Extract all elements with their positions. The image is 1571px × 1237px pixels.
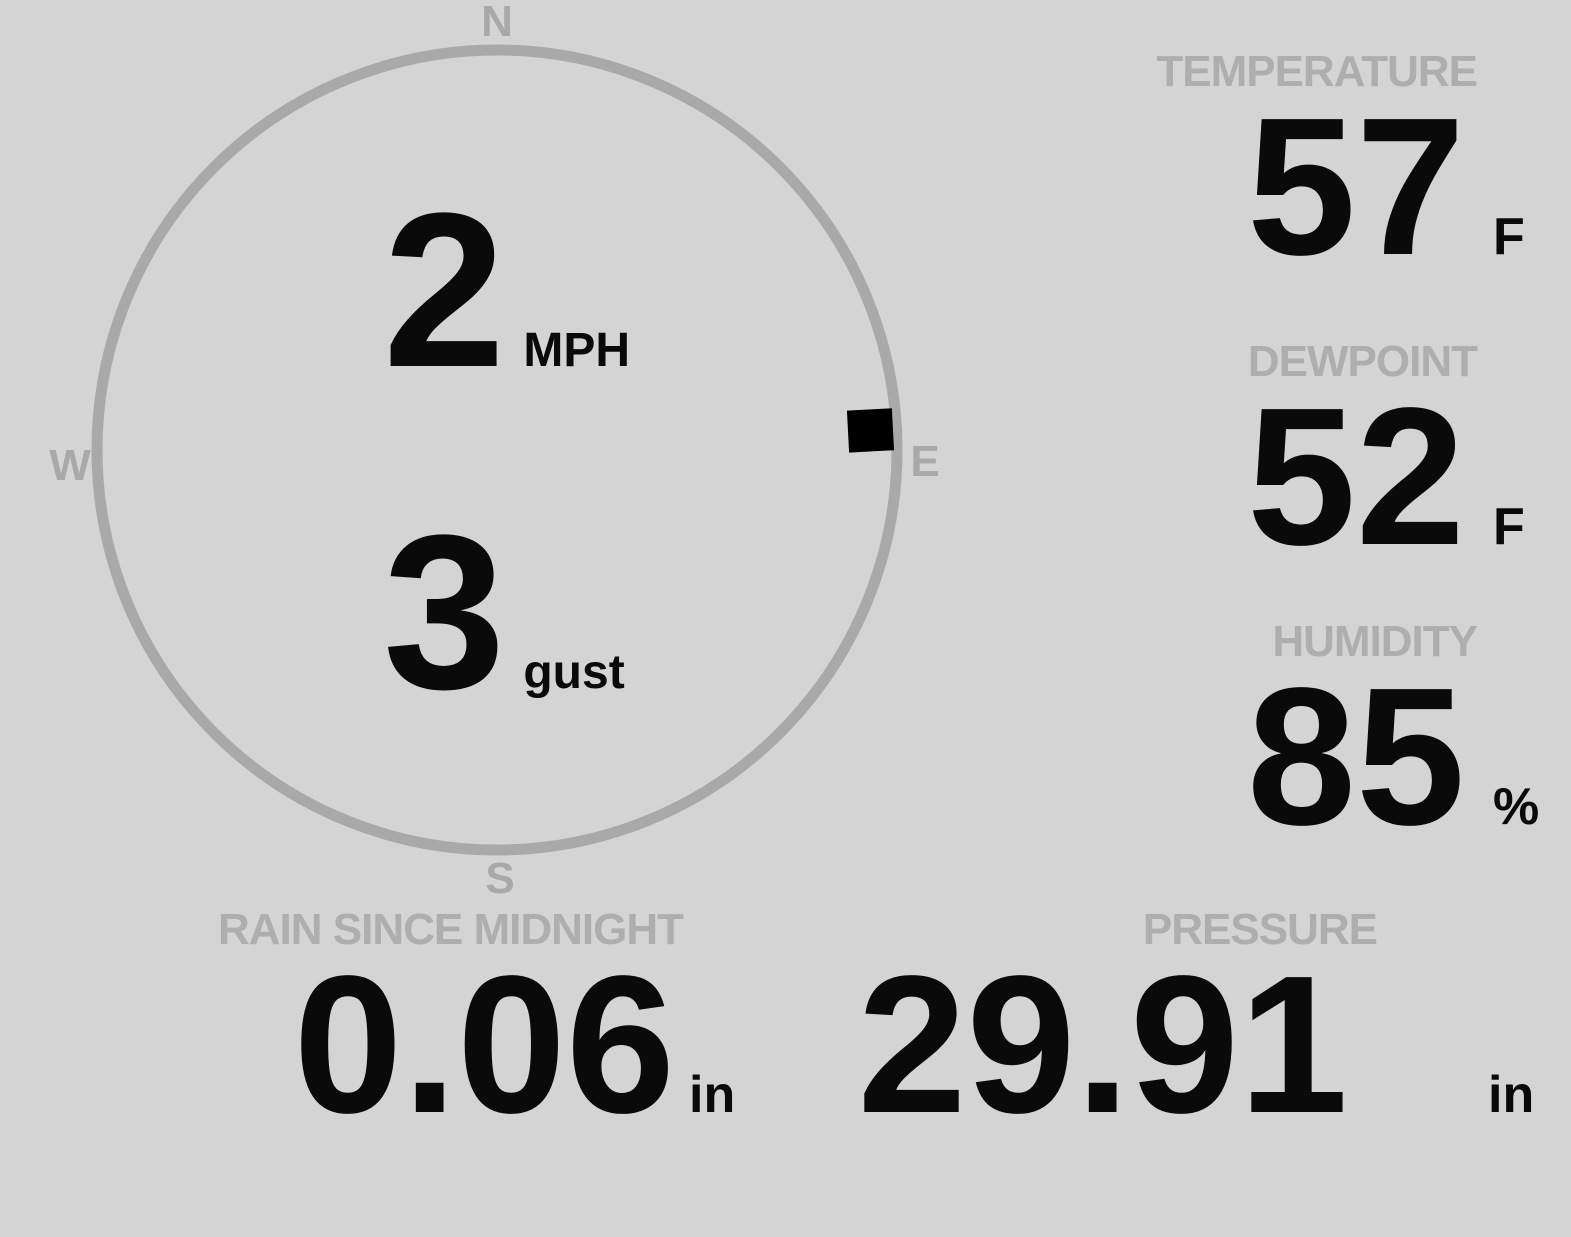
wind-gust-readout: 3 gust (383, 502, 625, 722)
wind-speed-value: 2 (383, 167, 506, 413)
rain-since-midnight-unit: in (689, 1066, 736, 1124)
wind-gust-unit: gust (523, 646, 625, 699)
compass-ring-graphic (91, 44, 903, 856)
dewpoint-label: DEWPOINT (1247, 337, 1478, 386)
temperature-label: TEMPERATURE (1156, 47, 1478, 96)
pressure-label: PRESSURE (1142, 905, 1378, 954)
dewpoint-value: 52 (1246, 367, 1465, 586)
humidity-value: 85 (1246, 647, 1465, 866)
dewpoint-readout: 52 F (1247, 379, 1545, 575)
pressure-metric[interactable]: PRESSURE 29.91 in (857, 905, 1535, 1154)
humidity-unit: % (1493, 778, 1540, 836)
pressure-readout: 29.91 in (857, 935, 1535, 1154)
dewpoint-unit: F (1493, 498, 1525, 556)
temperature-value: 57 (1246, 77, 1465, 296)
compass-south-label: S (485, 854, 515, 903)
temperature-metric[interactable]: TEMPERATURE 57 F (1156, 50, 1545, 285)
temperature-unit: F (1493, 208, 1525, 266)
compass-east-label: E (910, 437, 940, 486)
pressure-unit: in (1488, 1066, 1535, 1124)
rain-since-midnight-label: RAIN SINCE MIDNIGHT (218, 905, 684, 954)
wind-speed-unit: MPH (523, 324, 631, 377)
humidity-readout: 85 % (1247, 659, 1545, 855)
dewpoint-metric[interactable]: DEWPOINT 52 F (1247, 340, 1545, 575)
wind-gust-value: 3 (383, 489, 506, 735)
wind-direction-marker (846, 408, 895, 453)
pressure-value: 29.91 (857, 935, 1348, 1154)
rain-since-midnight-metric[interactable]: RAIN SINCE MIDNIGHT 0.06 in (218, 905, 736, 1154)
temperature-readout: 57 F (1156, 89, 1545, 285)
compass-north-label: N (481, 0, 513, 46)
wind-speed-readout: 2 MPH (383, 180, 630, 400)
rain-since-midnight-value: 0.06 (293, 935, 675, 1154)
compass-west-label: W (49, 441, 91, 490)
humidity-metric[interactable]: HUMIDITY 85 % (1247, 620, 1545, 855)
humidity-label: HUMIDITY (1272, 617, 1478, 666)
compass-ring-circle (91, 44, 903, 856)
rain-since-midnight-readout: 0.06 in (218, 935, 736, 1154)
